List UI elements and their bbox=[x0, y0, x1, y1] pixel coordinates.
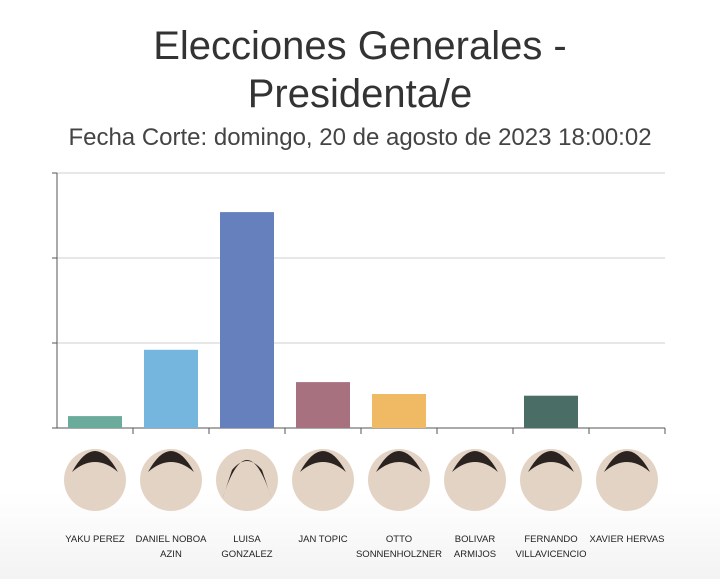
bar bbox=[68, 416, 122, 428]
x-tick-label: XAVIER HERVAS bbox=[589, 534, 665, 545]
hair bbox=[72, 451, 650, 500]
bar bbox=[144, 349, 198, 428]
x-tick-label: YAKU PEREZ bbox=[65, 534, 125, 545]
x-tick-label: BOLIVAR ARMIJOS bbox=[453, 534, 497, 560]
x-tick-label: LUISA GONZALEZ bbox=[221, 534, 273, 560]
photos bbox=[64, 449, 658, 511]
chart-title: Elecciones Generales - Presidenta/e bbox=[153, 24, 567, 116]
bar bbox=[524, 395, 578, 428]
bar bbox=[220, 212, 274, 428]
chart-subtitle: Fecha Corte: domingo, 20 de agosto de 20… bbox=[68, 124, 652, 151]
bar bbox=[372, 394, 426, 428]
x-tick-label: FERNANDO VILLAVICENCIO bbox=[515, 534, 587, 560]
x-tick-label: DANIEL NOBOA AZIN bbox=[135, 534, 207, 560]
bar bbox=[296, 382, 350, 428]
x-tick-label: JAN TOPIC bbox=[298, 534, 348, 545]
x-tick-label: OTTO SONNENHOLZNER bbox=[355, 534, 443, 560]
